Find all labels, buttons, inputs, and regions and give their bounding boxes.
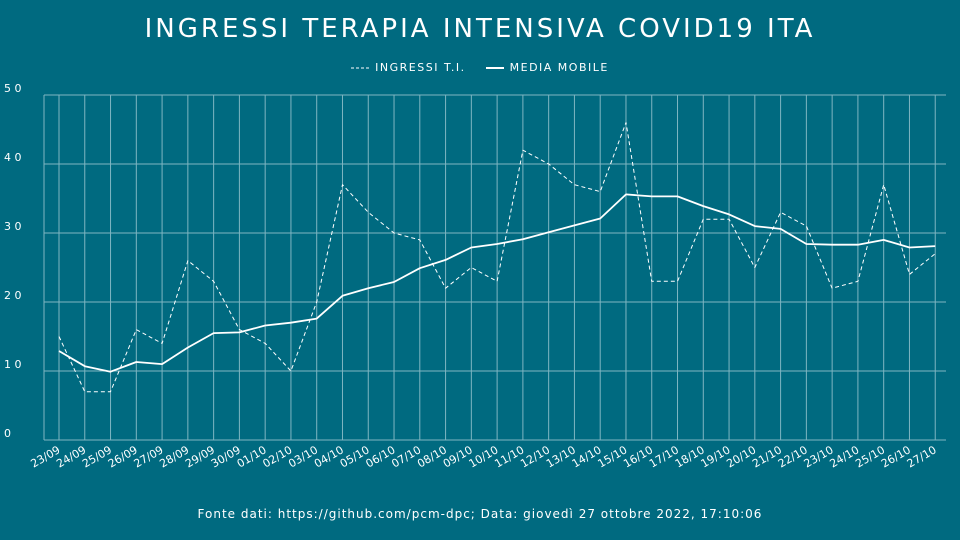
series-line-ingressi bbox=[58, 122, 936, 393]
y-tick-label-40: 4 0 bbox=[4, 151, 22, 164]
legend-dashed-line-icon bbox=[351, 67, 370, 68]
legend-solid-line-icon bbox=[485, 66, 504, 69]
y-axis-ticks: 0 1 0 2 0 3 0 4 0 5 0 bbox=[4, 82, 22, 440]
y-tick-label-0: 0 bbox=[4, 427, 11, 440]
x-axis-ticks: 23/0924/0925/0926/0927/0928/0929/0930/09… bbox=[29, 443, 939, 470]
y-tick-label-10: 1 0 bbox=[4, 358, 22, 371]
y-tick-label-30: 3 0 bbox=[4, 220, 22, 233]
x-tick-label: 27/10 bbox=[905, 443, 939, 470]
legend-label-media-mobile: MEDIA MOBILE bbox=[509, 61, 609, 74]
legend: INGRESSI T.I. MEDIA MOBILE bbox=[0, 61, 960, 74]
y-tick-label-20: 2 0 bbox=[4, 289, 22, 302]
grid bbox=[43, 94, 946, 441]
y-tick-label-50: 5 0 bbox=[4, 82, 22, 95]
legend-label-ingressi: INGRESSI T.I. bbox=[375, 61, 466, 74]
series-line-media-mobile bbox=[58, 193, 936, 373]
series bbox=[58, 122, 936, 393]
data-source-footer: Fonte dati: https://github.com/pcm-dpc; … bbox=[197, 507, 763, 521]
chart-title: INGRESSI TERAPIA INTENSIVA COVID19 ITA bbox=[144, 14, 816, 44]
legend-item-media-mobile: MEDIA MOBILE bbox=[485, 61, 609, 74]
legend-item-ingressi: INGRESSI T.I. bbox=[351, 61, 465, 74]
